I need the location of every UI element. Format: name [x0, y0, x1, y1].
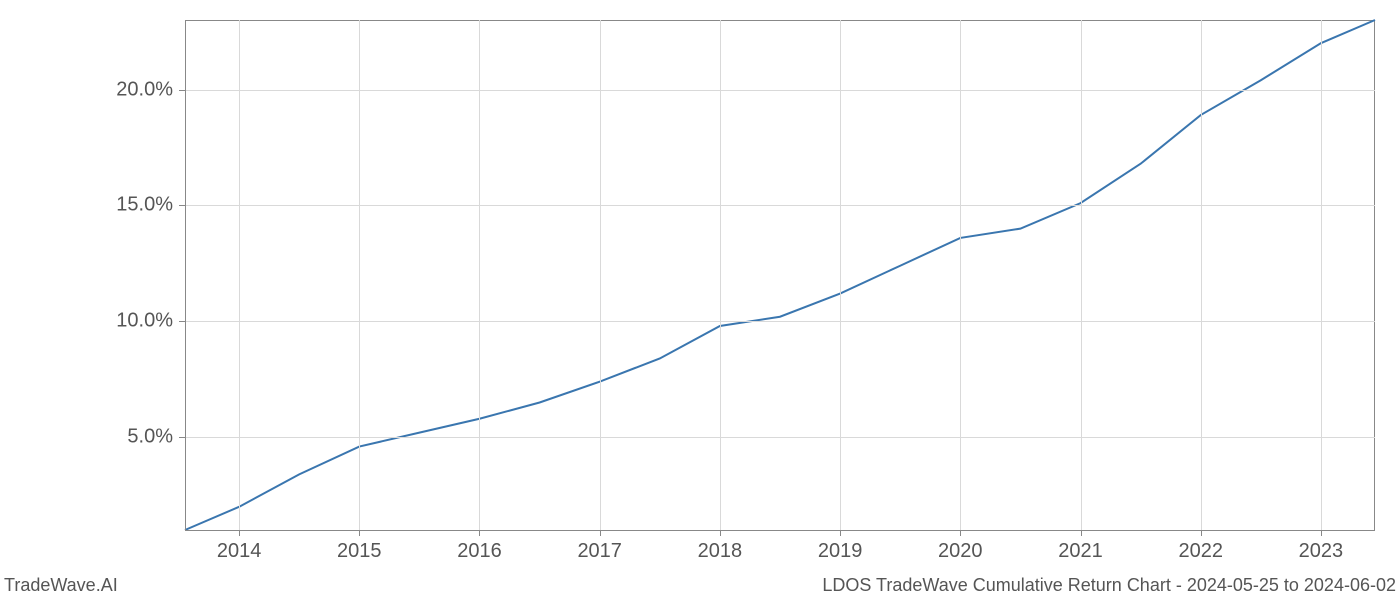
gridline-horizontal — [185, 321, 1375, 322]
gridline-vertical — [359, 20, 360, 530]
gridline-horizontal — [185, 205, 1375, 206]
footer-right-text: LDOS TradeWave Cumulative Return Chart -… — [822, 575, 1396, 596]
y-tick-label: 10.0% — [116, 310, 173, 333]
x-tick-label: 2022 — [1178, 540, 1223, 563]
gridline-vertical — [840, 20, 841, 530]
x-tick-label: 2015 — [337, 540, 382, 563]
x-tick-label: 2020 — [938, 540, 983, 563]
chart-container: TradeWave.AI LDOS TradeWave Cumulative R… — [0, 0, 1400, 600]
gridline-vertical — [1201, 20, 1202, 530]
x-tick-label: 2018 — [698, 540, 743, 563]
gridline-vertical — [1321, 20, 1322, 530]
plot-area — [185, 20, 1375, 530]
x-tick-label: 2014 — [217, 540, 262, 563]
gridline-vertical — [720, 20, 721, 530]
gridline-horizontal — [185, 437, 1375, 438]
gridline-horizontal — [185, 90, 1375, 91]
x-tick-label: 2017 — [577, 540, 622, 563]
y-axis-spine — [185, 20, 186, 530]
y-tick-label: 15.0% — [116, 194, 173, 217]
gridline-vertical — [600, 20, 601, 530]
y-tick-label: 20.0% — [116, 78, 173, 101]
x-tick-label: 2023 — [1299, 540, 1344, 563]
gridline-vertical — [239, 20, 240, 530]
x-tick-label: 2021 — [1058, 540, 1103, 563]
gridline-vertical — [960, 20, 961, 530]
footer-left-text: TradeWave.AI — [4, 575, 118, 596]
x-axis-spine — [185, 530, 1375, 531]
x-tick-label: 2016 — [457, 540, 502, 563]
y-tick-label: 5.0% — [127, 426, 173, 449]
x-tick-label: 2019 — [818, 540, 863, 563]
gridline-vertical — [479, 20, 480, 530]
gridline-vertical — [1081, 20, 1082, 530]
